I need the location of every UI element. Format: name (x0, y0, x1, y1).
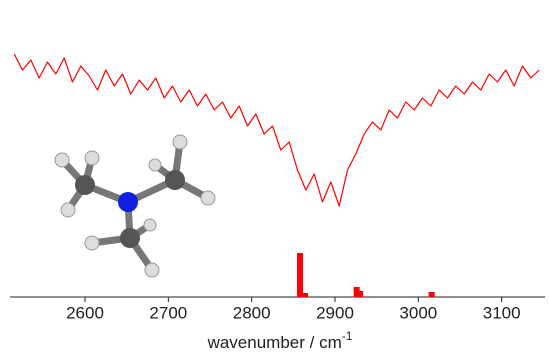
x-tick-label: 2600 (66, 303, 104, 322)
x-tick-label: 3000 (399, 303, 437, 322)
x-tick-label: 2900 (316, 303, 354, 322)
stick-bar (357, 291, 363, 297)
molecule (55, 135, 215, 277)
stick-bar (302, 293, 308, 297)
stick-bar (297, 253, 303, 297)
x-tick-label: 2800 (233, 303, 271, 322)
x-tick-label: 2700 (149, 303, 187, 322)
x-axis-label-text: wavenumber / cm (207, 333, 342, 352)
x-tick-label: 3100 (483, 303, 521, 322)
x-axis-label: wavenumber / cm-1 (207, 329, 353, 352)
x-axis-label-superscript: -1 (342, 329, 353, 343)
chart: wavenumber / cm-1 2600 2700 2800 2900 3000 31… (0, 0, 549, 360)
stick-bar (429, 292, 435, 297)
